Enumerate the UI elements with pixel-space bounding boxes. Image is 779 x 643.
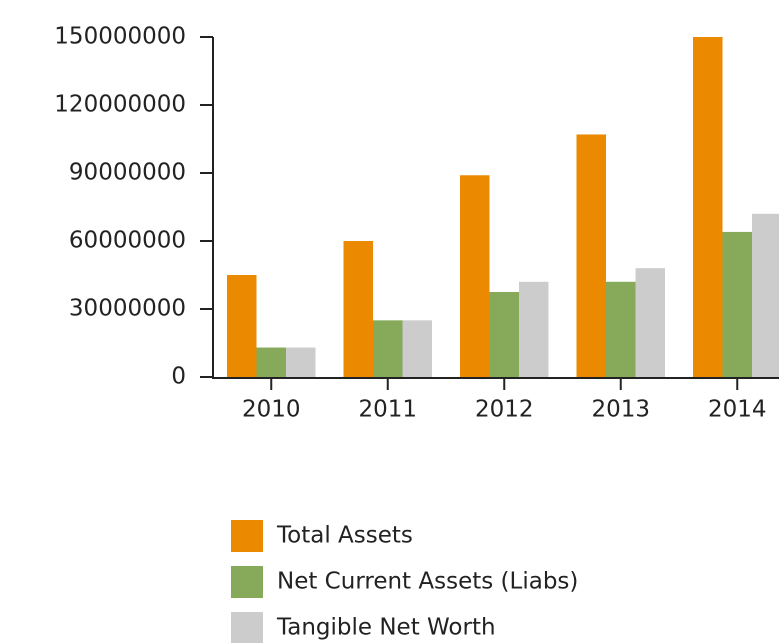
bar — [519, 281, 549, 377]
bar — [489, 292, 519, 377]
y-tick-label: 90000000 — [69, 160, 186, 186]
legend-swatch — [231, 520, 263, 552]
legend-swatch — [231, 566, 263, 598]
bar — [256, 347, 286, 377]
bar — [752, 213, 779, 377]
bar — [606, 281, 636, 377]
bar — [343, 241, 373, 377]
legend-label: Net Current Assets (Liabs) — [277, 569, 578, 595]
bar — [227, 275, 257, 377]
bar — [693, 37, 723, 377]
legend-label: Total Assets — [276, 523, 413, 549]
legend-swatch — [231, 612, 263, 643]
x-tick-label: 2011 — [358, 397, 417, 423]
x-tick-label: 2014 — [708, 397, 767, 423]
bar — [635, 268, 665, 377]
y-tick-label: 30000000 — [69, 296, 186, 322]
y-tick-label: 150000000 — [54, 24, 186, 50]
y-tick-label: 60000000 — [69, 228, 186, 254]
bar — [286, 347, 316, 377]
bar — [460, 175, 490, 377]
x-tick-label: 2010 — [242, 397, 301, 423]
y-tick-label: 0 — [171, 364, 186, 390]
x-tick-label: 2013 — [591, 397, 650, 423]
bar — [576, 134, 606, 377]
legend-label: Tangible Net Worth — [276, 615, 496, 641]
bar — [722, 231, 752, 377]
y-tick-label: 120000000 — [54, 92, 186, 118]
bar — [373, 320, 403, 377]
x-tick-label: 2012 — [475, 397, 534, 423]
bar — [402, 320, 432, 377]
